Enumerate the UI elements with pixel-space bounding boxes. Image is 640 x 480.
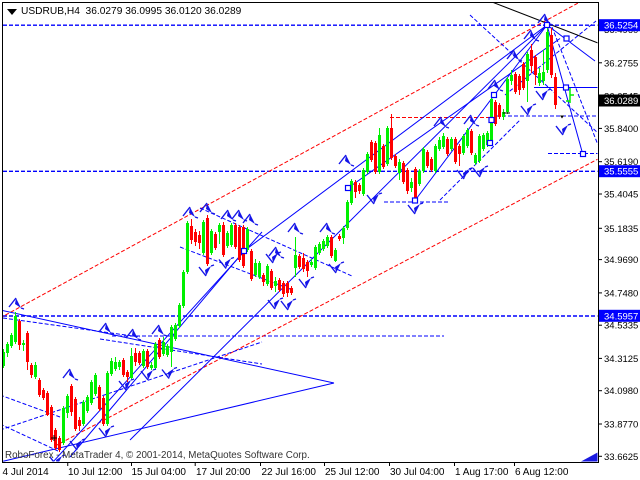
svg-text:34.7480: 34.7480 xyxy=(604,288,638,299)
svg-text:34.3125: 34.3125 xyxy=(604,354,638,365)
svg-text:34.9690: 34.9690 xyxy=(604,255,638,266)
svg-text:35.4045: 35.4045 xyxy=(604,190,638,201)
svg-text:1 Aug 17:00: 1 Aug 17:00 xyxy=(455,467,509,478)
svg-text:35.5555: 35.5555 xyxy=(604,167,638,178)
svg-text:10 Jul 12:00: 10 Jul 12:00 xyxy=(68,467,123,478)
svg-text:30 Jul 04:00: 30 Jul 04:00 xyxy=(390,467,445,478)
svg-text:22 Jul 16:00: 22 Jul 16:00 xyxy=(262,467,317,478)
svg-text:4 Jul 2014: 4 Jul 2014 xyxy=(3,467,50,478)
svg-text:35.8400: 35.8400 xyxy=(604,124,638,135)
svg-text:35.6190: 35.6190 xyxy=(604,157,638,168)
svg-text:35.1835: 35.1835 xyxy=(604,224,638,235)
svg-text:34.0980: 34.0980 xyxy=(604,386,638,397)
svg-text:17 Jul 20:00: 17 Jul 20:00 xyxy=(196,467,251,478)
svg-text:34.5335: 34.5335 xyxy=(604,321,638,332)
svg-text:33.8770: 33.8770 xyxy=(604,420,638,431)
svg-text:36.5254: 36.5254 xyxy=(604,21,638,32)
svg-text:36.2755: 36.2755 xyxy=(604,58,638,69)
svg-text:33.6625: 33.6625 xyxy=(604,452,638,463)
svg-text:USDRUB,H4 36.0279 36.0995 36.: USDRUB,H4 36.0279 36.0995 36.0120 36.028… xyxy=(21,6,242,17)
svg-text:RoboForex - MetaTrader 4, © 20: RoboForex - MetaTrader 4, © 2001-2014, M… xyxy=(5,450,310,461)
svg-text:36.0289: 36.0289 xyxy=(604,96,638,107)
svg-text:34.5957: 34.5957 xyxy=(604,311,638,322)
svg-text:6 Aug 12:00: 6 Aug 12:00 xyxy=(515,467,569,478)
svg-text:15 Jul 04:00: 15 Jul 04:00 xyxy=(132,467,187,478)
svg-text:25 Jul 12:00: 25 Jul 12:00 xyxy=(325,467,380,478)
